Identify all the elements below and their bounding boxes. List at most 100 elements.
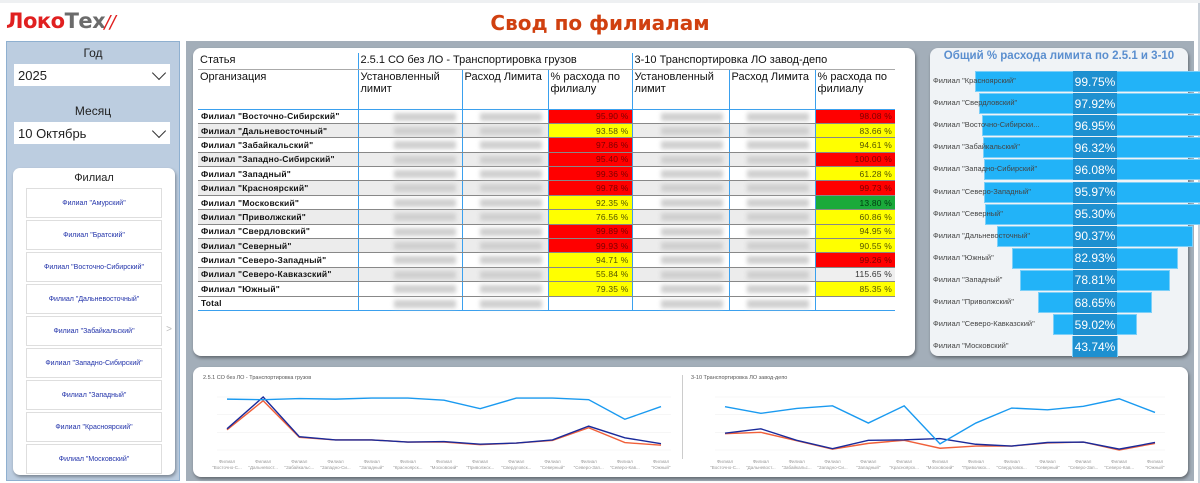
spent-cell-blurred [461, 109, 548, 124]
x-tick-label: Филиал "Северный" [540, 459, 565, 470]
funnel-row[interactable]: Филиал "Восточно-Сибирски... 96.95% [930, 114, 1200, 137]
org-cell: Филиал "Московский" [198, 195, 358, 211]
funnel-row[interactable]: Филиал "Северный" 95.30% [930, 203, 1200, 225]
limit-cell-blurred [631, 238, 730, 254]
series-line-light-blue[interactable] [226, 397, 662, 421]
limit-cell-blurred [357, 166, 462, 182]
funnel-row[interactable]: Филиал "Забайкальский" 96.32% [930, 136, 1200, 159]
funnel-row[interactable]: Филиал "Южный" 82.93% [930, 247, 1188, 269]
header-spent-1[interactable]: Расход Лимита [461, 69, 548, 110]
branch-slicer-item[interactable]: Филиал "Восточно-Сибирский" [26, 252, 162, 282]
funnel-row[interactable]: Филиал "Московский" 43.74% [930, 335, 1188, 358]
limit-cell-blurred [357, 267, 462, 283]
spent-cell-blurred [728, 238, 816, 254]
limit-cell-blurred [631, 267, 730, 283]
table-row[interactable]: Филиал "Северо-Западный" 94.71 % 99.26 % [198, 252, 896, 268]
month-label: Месяц [74, 104, 112, 118]
header-spent-2[interactable]: Расход Лимита [728, 69, 816, 110]
month-value: 10 Октябрь [18, 125, 87, 141]
funnel-row[interactable]: Филиал "Северо-Западный" 95.97% [930, 181, 1200, 203]
header-group-310: 3-10 Транспортировка ЛО завод-депо [631, 53, 896, 70]
branch-slicer-item[interactable]: Филиал "Московский" [26, 444, 162, 474]
series-line-dark-blue[interactable] [226, 396, 662, 445]
header-limit-2[interactable]: Установленный лимит [631, 69, 730, 110]
funnel-value: 43.74% [1073, 336, 1117, 358]
spent-cell-blurred [728, 180, 816, 196]
series-line-dark-blue[interactable] [724, 428, 1156, 450]
branch-slicer-item[interactable]: Филиал "Западный" [26, 380, 162, 410]
x-tick-label: Филиал "Западный" [360, 459, 385, 470]
table-row[interactable]: Филиал "Дальневосточный" 93.58 % 83.66 % [198, 123, 896, 139]
header-organization[interactable]: Организация [198, 69, 358, 110]
funnel-value: 96.95% [1073, 115, 1117, 137]
table-row[interactable]: Филиал "Красноярский" 99.78 % 99.73 % [198, 180, 896, 196]
pct-cell-310: 94.95 % [814, 224, 896, 240]
funnel-row[interactable]: Филиал "Свердловский" 97.92% [930, 92, 1200, 115]
series-line-orange[interactable] [226, 399, 662, 446]
branch-slicer-item[interactable]: Филиал "Амурский" [26, 188, 162, 218]
pct-cell-251: 92.35 % [547, 195, 633, 211]
branch-slicer: Филиал Филиал "Амурский" Филиал "Братский… [13, 168, 175, 475]
org-cell: Филиал "Северо-Западный" [198, 252, 358, 268]
x-tick-label: Филиал "Южный" [1146, 459, 1165, 470]
chart-title-251: 2.5.1 СО без ЛО - Транспортировка грузов [203, 375, 312, 381]
limit-total-blurred [631, 296, 730, 311]
table-row[interactable]: Филиал "Западно-Сибирский" 95.40 % 100.00 … [198, 152, 896, 168]
limit-cell-blurred [357, 180, 462, 196]
header-pct-1[interactable]: % расхода по филиалу [547, 69, 633, 110]
table-row[interactable]: Филиал "Восточно-Сибирский" 95.90 % 98.08 … [198, 109, 896, 124]
table-row[interactable]: Филиал "Северо-Кавказский" 55.84 % 115.65 … [198, 267, 896, 283]
org-cell: Филиал "Приволжский" [198, 209, 358, 225]
org-cell: Филиал "Восточно-Сибирский" [198, 109, 358, 124]
limit-cell-blurred [631, 180, 730, 196]
pct-cell-310: 98.08 % [814, 109, 896, 124]
chevron-down-icon [151, 123, 167, 138]
header-pct-2[interactable]: % расхода по филиалу [814, 69, 896, 110]
year-label: Год [83, 46, 103, 60]
header-limit-1[interactable]: Установленный лимит [357, 69, 462, 110]
table-row[interactable]: Филиал "Западный" 99.36 % 61.28 % [198, 166, 896, 182]
funnel-row[interactable]: Филиал "Красноярский" 99.75% [930, 70, 1200, 92]
branch-slicer-item[interactable]: Филиал "Братский" [26, 220, 162, 250]
funnel-row[interactable]: Филиал "Дальневосточный" 90.37% [930, 225, 1194, 247]
table-row[interactable]: Филиал "Приволжский" 76.56 % 60.86 % [198, 209, 896, 225]
spent-cell-blurred [461, 224, 548, 240]
x-tick-label: Филиал "Южный" [652, 459, 671, 470]
funnel-label: Филиал "Восточно-Сибирски... [933, 120, 1040, 130]
table-row[interactable]: Филиал "Забайкальский" 97.86 % 94.61 % [198, 137, 896, 153]
table-row[interactable]: Филиал "Северный" 99.93 % 90.55 % [198, 238, 896, 254]
branch-slicer-item[interactable]: Филиал "Дальневосточный" [26, 284, 162, 314]
lokotech-logo: ЛокоТех// [6, 9, 116, 33]
funnel-row[interactable]: Филиал "Приволжский" 68.65% [930, 291, 1188, 313]
spent-cell-blurred [728, 123, 816, 139]
funnel-row[interactable]: Филиал "Северо-Кавказский" 59.02% [930, 313, 1188, 336]
pct-cell-310: 13.80 % [814, 195, 896, 211]
series-line-orange[interactable] [724, 431, 1156, 451]
spent-cell-blurred [728, 267, 816, 283]
logo-text-grey: Тех [64, 9, 106, 33]
funnel-row[interactable]: Филиал "Западно-Сибирский" 96.08% [930, 158, 1200, 181]
table-row[interactable]: Филиал "Южный" 79.35 % 85.35 % [198, 281, 896, 297]
month-dropdown[interactable]: 10 Октябрь [14, 122, 170, 144]
limit-cell-blurred [357, 281, 462, 297]
x-tick-label: Филиал "Дальневост... [248, 459, 278, 470]
window-edge [1198, 3, 1200, 483]
branch-slicer-item[interactable]: Филиал "Западно-Сибирский" [26, 348, 162, 378]
branch-slicer-item[interactable]: Филиал "Забайкальский" [26, 316, 162, 346]
funnel-value: 90.37% [1073, 225, 1117, 247]
year-dropdown[interactable]: 2025 [14, 64, 170, 86]
table-row[interactable]: Филиал "Московский" 92.35 % 13.80 % [198, 195, 896, 211]
x-tick-label: Филиал "Московский" [430, 459, 458, 470]
pct-cell-251: 99.36 % [547, 166, 633, 182]
table-row[interactable]: Филиал "Свердловский" 99.89 % 94.95 % [198, 224, 896, 240]
year-value: 2025 [18, 67, 47, 83]
series-line-light-blue[interactable] [724, 398, 1156, 445]
funnel-row[interactable]: Филиал "Западный" 78.81% [930, 269, 1188, 291]
branch-slicer-item[interactable]: Филиал "Красноярский" [26, 412, 162, 442]
spent-cell-blurred [461, 209, 548, 225]
pct-cell-310: 94.61 % [814, 137, 896, 153]
scroll-right-icon[interactable]: > [166, 324, 172, 335]
limit-cell-blurred [357, 123, 462, 139]
pct-cell-251: 76.56 % [547, 209, 633, 225]
